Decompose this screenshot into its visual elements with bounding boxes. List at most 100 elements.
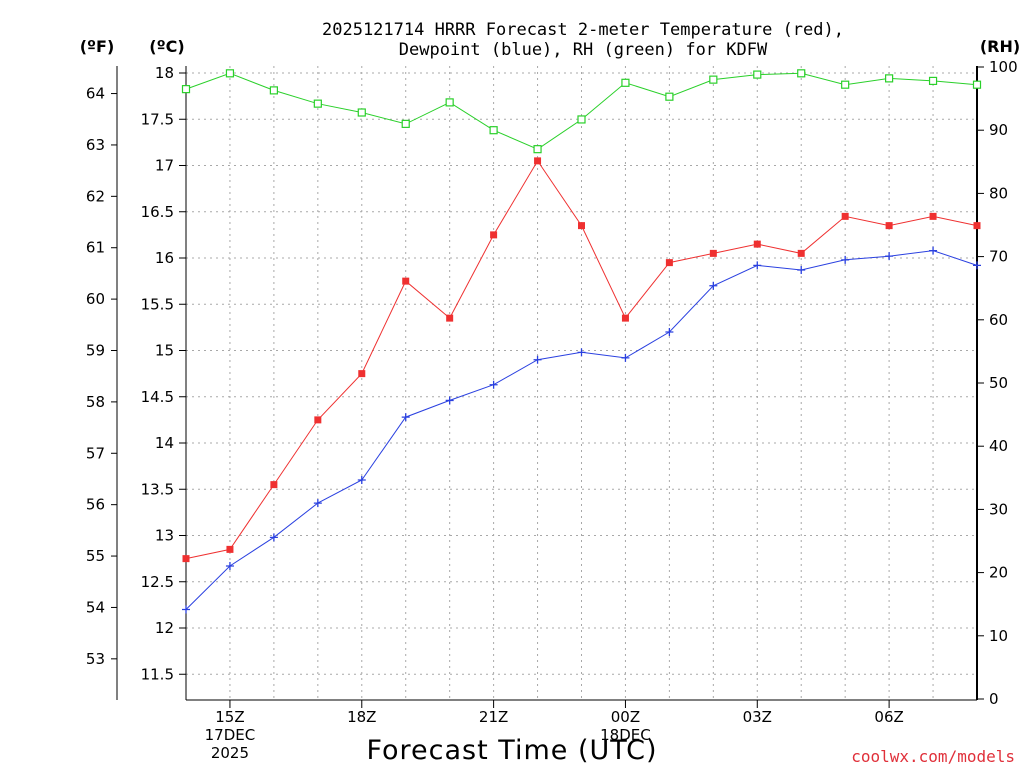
rh-tick-label: 100 (989, 58, 1018, 76)
temperature-point (182, 555, 190, 563)
title-line-2: Dewpoint (blue), RH (green) for KDFW (399, 40, 768, 60)
rh-point (181, 85, 191, 94)
dewpoint-point (929, 246, 938, 255)
fahrenheit-tick-label: 56 (86, 496, 105, 514)
temperature-point (534, 157, 542, 165)
celsius-tick-label: 17 (155, 157, 174, 175)
celsius-tick-label: 15 (155, 342, 174, 360)
celsius-tick-label: 17.5 (141, 110, 174, 128)
fahrenheit-tick-label: 55 (86, 547, 105, 565)
dewpoint-point (401, 413, 410, 422)
rh-tick-label: 40 (989, 437, 1008, 455)
temperature-point (929, 212, 937, 220)
rh-tick-label: 30 (989, 500, 1008, 518)
x-tick-label: 17DEC (205, 726, 256, 744)
rh-point (709, 75, 718, 84)
fahrenheit-unit-label: (ºF) (80, 37, 115, 56)
temperature-point (709, 249, 717, 257)
dewpoint-point (709, 281, 718, 290)
fahrenheit-tick-label: 58 (86, 393, 105, 411)
x-tick-label: 18DEC (600, 726, 651, 744)
rh-point (665, 92, 674, 101)
rh-point (841, 80, 850, 89)
dewpoint-point (973, 261, 981, 270)
celsius-tick-label: 11.5 (141, 665, 174, 683)
x-tick-label: 00Z (611, 708, 640, 726)
rh-tick-label: 10 (989, 627, 1008, 645)
rh-point (401, 119, 410, 128)
celsius-tick-label: 14 (155, 434, 174, 452)
site-credit: coolwx.com/models (851, 747, 1015, 766)
fahrenheit-tick-label: 60 (86, 290, 105, 308)
rh-point (445, 98, 454, 107)
rh-point (885, 74, 894, 83)
fahrenheit-tick-label: 61 (86, 239, 105, 257)
temperature-point (314, 416, 322, 424)
fahrenheit-tick-label: 63 (86, 136, 105, 154)
rh-point (797, 69, 806, 78)
temperature-point (578, 222, 585, 230)
celsius-tick-label: 16 (155, 249, 174, 267)
fahrenheit-tick-label: 62 (86, 187, 105, 205)
temperature-point (226, 545, 234, 553)
rh-tick-label: 80 (989, 184, 1008, 202)
celsius-tick-label: 16.5 (141, 203, 174, 221)
celsius-tick-label: 12.5 (141, 573, 174, 591)
celsius-tick-label: 14.5 (141, 388, 174, 406)
dewpoint-point (533, 355, 542, 364)
chart-title: 2025121714 HRRR Forecast 2-meter Tempera… (322, 20, 844, 60)
fahrenheit-tick-label: 57 (86, 444, 105, 462)
temperature-point (841, 212, 849, 220)
temperature-point (797, 249, 805, 257)
x-tick-label: 06Z (874, 708, 903, 726)
temperature-point (665, 259, 673, 267)
fahrenheit-tick-label: 64 (86, 85, 105, 103)
dewpoint-point (885, 252, 894, 261)
rh-point (621, 78, 630, 87)
rh-unit-label: (RH) (980, 37, 1020, 56)
dewpoint-point (489, 380, 498, 389)
temperature-point (402, 277, 410, 285)
title-line-1: 2025121714 HRRR Forecast 2-meter Tempera… (322, 20, 844, 40)
celsius-tick-label: 18 (155, 64, 174, 82)
x-tick-label: 15Z (215, 708, 244, 726)
axes: 11.5 12 12.5 13 13.5 14 14.5 15 15.5 16 16.5 17 17.5… (86, 58, 1018, 762)
celsius-unit-label: (ºC) (149, 37, 184, 56)
dewpoint-point (621, 353, 630, 362)
celsius-tick-label: 15.5 (141, 295, 174, 313)
x-tick-label: 03Z (743, 708, 772, 726)
fahrenheit-tick-label: 59 (86, 342, 105, 360)
data-series (181, 69, 982, 614)
dewpoint-point (357, 476, 366, 484)
temperature-point (446, 314, 454, 322)
x-axis-label: Forecast Time (UTC) (366, 735, 657, 766)
rh-point (972, 80, 982, 89)
dewpoint-point (269, 533, 278, 542)
rh-tick-label: 0 (989, 690, 999, 708)
rh-point (225, 69, 235, 78)
temperature-point (885, 222, 893, 230)
rh-tick-label: 60 (989, 311, 1008, 329)
temperature-point (973, 222, 981, 230)
celsius-tick-label: 13.5 (141, 480, 174, 498)
grid-lines (186, 66, 977, 700)
dewpoint-point (313, 499, 322, 508)
rh-point (577, 115, 586, 124)
temperature-point (753, 240, 761, 248)
rh-tick-label: 20 (989, 564, 1008, 582)
temperature-point (358, 370, 366, 378)
dewpoint-point (182, 605, 190, 614)
temperature-point (270, 481, 278, 489)
rh-point (357, 108, 366, 117)
rh-tick-label: 90 (989, 121, 1008, 139)
x-tick-label: 21Z (479, 708, 508, 726)
rh-tick-label: 50 (989, 374, 1008, 392)
rh-point (928, 76, 938, 86)
dewpoint-point (753, 261, 762, 270)
x-tick-label: 2025 (211, 744, 249, 762)
fahrenheit-tick-label: 54 (86, 598, 105, 616)
dewpoint-point (797, 266, 806, 275)
fahrenheit-tick-label: 53 (86, 650, 105, 668)
temperature-point (490, 231, 498, 239)
